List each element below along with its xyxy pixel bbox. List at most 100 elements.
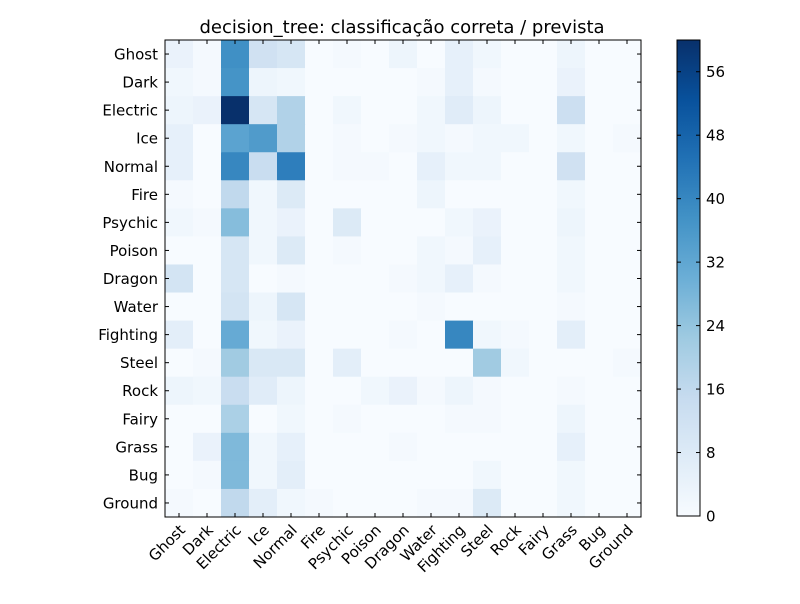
heatmap-cell — [585, 236, 614, 265]
heatmap-cell — [249, 292, 278, 322]
heatmap-cell — [445, 264, 474, 294]
heatmap-cell — [361, 40, 390, 69]
heatmap-cell — [557, 236, 586, 265]
heatmap-cell — [361, 348, 390, 378]
heatmap-cell — [305, 376, 334, 406]
heatmap-cell — [445, 432, 474, 462]
heatmap-cell — [165, 152, 194, 181]
heatmap-cell — [277, 180, 306, 209]
heatmap-cell — [389, 208, 418, 237]
heatmap-cell — [193, 264, 222, 294]
heatmap-cell — [221, 208, 250, 237]
heatmap-cell — [249, 68, 278, 97]
heatmap-cell — [165, 124, 194, 153]
heatmap-cell — [277, 404, 306, 434]
heatmap-cell — [193, 292, 222, 322]
heatmap-cell — [501, 236, 530, 265]
heatmap-cell — [361, 264, 390, 294]
heatmap-cell — [305, 460, 334, 490]
heatmap-cell — [557, 460, 586, 490]
heatmap-cell — [417, 488, 446, 518]
heatmap-cell — [249, 320, 278, 350]
heatmap-cell — [193, 432, 222, 462]
heatmap-cell — [333, 292, 362, 322]
y-tick-label: Fighting — [98, 326, 158, 344]
heatmap-cell — [277, 292, 306, 322]
heatmap-cell — [613, 348, 642, 378]
heatmap-cell — [305, 236, 334, 265]
axis-ticks — [165, 40, 641, 517]
heatmap-cell — [445, 348, 474, 378]
y-tick-label: Electric — [102, 102, 158, 120]
heatmap-cell — [473, 460, 502, 490]
heatmap-cell — [473, 236, 502, 265]
heatmap-cell — [249, 124, 278, 153]
heatmap-cell — [473, 208, 502, 237]
heatmap-cell — [445, 460, 474, 490]
heatmap-cell — [389, 404, 418, 434]
heatmap-cell — [305, 488, 334, 518]
x-tick-label: Steel — [457, 521, 497, 561]
heatmap-cell — [613, 376, 642, 406]
heatmap-cell — [613, 152, 642, 181]
colorbar-tick-label: 0 — [706, 508, 716, 526]
heatmap-cell — [277, 488, 306, 518]
heatmap-cell — [165, 404, 194, 434]
heatmap-cell — [165, 236, 194, 265]
heatmap-cell — [389, 292, 418, 322]
heatmap-cell — [529, 180, 558, 209]
heatmap-cell — [361, 376, 390, 406]
heatmap-cell — [501, 376, 530, 406]
heatmap-cell — [277, 460, 306, 490]
heatmap-cell — [389, 432, 418, 462]
heatmap-cell — [585, 320, 614, 350]
colorbar-ticks: 0 8 16 24 32 40 48 56 — [677, 63, 725, 526]
heatmap-cell — [557, 488, 586, 518]
heatmap-cell — [249, 180, 278, 209]
heatmap-cell — [333, 376, 362, 406]
heatmap-cell — [389, 488, 418, 518]
heatmap-cell — [277, 348, 306, 378]
heatmap-cell — [417, 96, 446, 125]
heatmap-cell — [529, 292, 558, 322]
heatmap-cell — [277, 264, 306, 294]
heatmap-cell — [249, 404, 278, 434]
heatmap-cell — [473, 96, 502, 125]
y-tick-label: Fairy — [122, 410, 158, 428]
colorbar-tick-label: 8 — [706, 444, 716, 462]
heatmap-cell — [529, 264, 558, 294]
heatmap-cell — [529, 488, 558, 518]
y-tick-label: Bug — [129, 466, 158, 484]
heatmap-cell — [305, 68, 334, 97]
heatmap-cell — [277, 152, 306, 181]
heatmap-cell — [501, 68, 530, 97]
heatmap-cell — [193, 376, 222, 406]
heatmap-cell — [613, 292, 642, 322]
heatmap-cell — [389, 152, 418, 181]
heatmap-cell — [529, 96, 558, 125]
heatmap-cell — [361, 208, 390, 237]
heatmap-cell — [193, 488, 222, 518]
heatmap-cell — [613, 124, 642, 153]
heatmap-cell — [529, 124, 558, 153]
heatmap-cell — [473, 320, 502, 350]
y-tick-label: Water — [114, 298, 159, 316]
heatmap-cell — [501, 488, 530, 518]
heatmap-cell — [501, 292, 530, 322]
heatmap-cell — [221, 180, 250, 209]
heatmap-cell — [389, 96, 418, 125]
heatmap-cell — [277, 96, 306, 125]
heatmap-cell — [585, 152, 614, 181]
y-tick-label: Rock — [122, 382, 158, 400]
heatmap-cell — [221, 432, 250, 462]
heatmap-cell — [221, 292, 250, 322]
heatmap-cell — [529, 348, 558, 378]
heatmap-cell — [445, 152, 474, 181]
heatmap-cell — [361, 124, 390, 153]
heatmap-cell — [473, 404, 502, 434]
heatmap-cell — [333, 40, 362, 69]
heatmap-cell — [473, 180, 502, 209]
heatmap-cell — [361, 432, 390, 462]
heatmap-cell — [333, 320, 362, 350]
